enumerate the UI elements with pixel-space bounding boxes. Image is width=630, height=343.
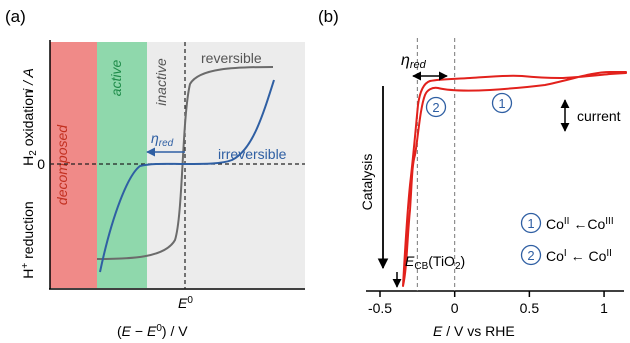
panel-a-label: (a) <box>5 7 26 26</box>
xtick-b-label: 1 <box>600 300 608 316</box>
xlabel-a: (E − E0) / V <box>117 323 188 339</box>
panel-a: (a) decomposed active inactive reversibl… <box>5 7 305 339</box>
xtick-b-label: 0 <box>451 300 459 316</box>
current-label: current <box>577 108 621 124</box>
legend-b: 1 CoII ←CoIII 2 CoI ← CoII <box>520 212 614 266</box>
x-ticks-b: -0.5 0 0.5 1 <box>368 291 608 316</box>
reversible-curve <box>96 66 274 260</box>
ylabel-h2-oxidation: H2 oxidation <box>20 90 39 166</box>
irreversible-curve <box>99 79 275 273</box>
panel-b-label: (b) <box>318 7 339 26</box>
region-active-label: active <box>108 60 124 97</box>
panel-b: (b) -0.5 0 0.5 1 ηred Catalysis current 2 1… <box>318 7 627 339</box>
legend-1-text: CoII ←CoIII <box>546 216 614 232</box>
xlabel-b: E / V vs RHE <box>433 323 515 339</box>
peak-1-number: 1 <box>498 96 505 111</box>
xtick-e0: E0 <box>178 295 193 311</box>
legend-1-marker <box>520 212 542 234</box>
cv-curve <box>402 71 627 287</box>
eta-red-label-b: ηred <box>401 52 427 71</box>
legend-2-marker <box>520 244 542 266</box>
region-inactive <box>147 42 305 288</box>
xtick-b-label: -0.5 <box>368 300 392 316</box>
legend-2-text: CoI ← CoII <box>546 248 612 264</box>
legend-2-number: 2 <box>527 248 534 263</box>
ecb-label: ECB(TiO2) <box>405 253 465 272</box>
ytick-zero: 0 <box>37 156 45 172</box>
region-decomposed-label: decomposed <box>54 124 70 205</box>
region-decomposed <box>50 42 97 288</box>
peak-2-marker <box>425 96 447 118</box>
legend-1-number: 1 <box>527 216 534 231</box>
reversible-label: reversible <box>201 50 262 66</box>
peak-1-marker <box>491 92 513 114</box>
ylabel-h-reduction: H+ reduction <box>20 201 36 278</box>
ylabel-i-a: i / A <box>20 68 36 92</box>
xtick-b-label: 0.5 <box>520 300 540 316</box>
irreversible-label: irreversible <box>218 146 287 162</box>
catalysis-label: Catalysis <box>359 154 375 211</box>
region-inactive-label: inactive <box>153 58 169 106</box>
peak-2-number: 2 <box>432 100 439 115</box>
